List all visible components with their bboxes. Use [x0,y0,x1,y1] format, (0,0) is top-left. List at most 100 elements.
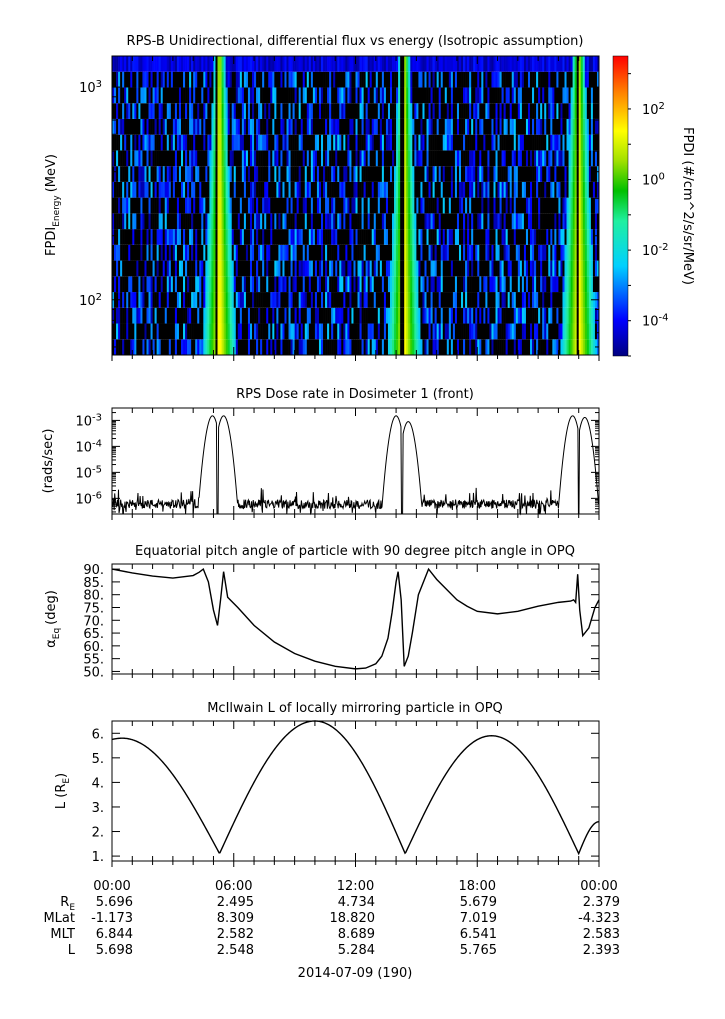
heatmap-cell [254,166,257,182]
heatmap-cell [375,339,379,355]
heatmap-cell [580,229,584,245]
heatmap-cell [148,56,151,72]
heatmap-cell [150,103,153,119]
heatmap-cell [166,244,170,261]
heatmap-cell [564,307,567,324]
heatmap-cell [406,166,409,182]
heatmap-cell [262,181,265,198]
heatmap-cell [126,260,129,277]
heatmap-cell [318,71,322,88]
heatmap-cell [586,213,590,230]
heatmap-cell [312,134,316,151]
heatmap-cell [156,213,159,230]
heatmap-cell [294,118,297,135]
heatmap-cell [178,260,182,277]
heatmap-cell [268,260,271,277]
heatmap-cell [286,134,289,151]
heatmap-cell [592,118,596,135]
heatmap-cell [318,307,322,324]
heatmap-cell [428,213,431,230]
heatmap-cell [205,87,208,104]
heatmap-cell [237,229,241,245]
heatmap-cell [252,276,255,293]
heatmap-cell [347,71,350,88]
heatmap-cell [511,56,515,72]
heatmap-cell [373,197,377,214]
heatmap-cell [400,229,403,245]
heatmap-cell [339,181,342,198]
heatmap-cell [525,134,529,151]
heatmap-cell [138,339,141,355]
heatmap-cell [343,213,346,230]
heatmap-cell [436,276,439,293]
heatmap-cell [383,307,387,324]
heatmap-cell [580,134,584,151]
heatmap-cell [432,71,435,88]
heatmap-cell [219,150,222,167]
heatmap-cell [294,87,297,104]
heatmap-cell [144,323,147,340]
heatmap-cell [383,339,387,355]
y-tick-label: 60. [83,640,104,655]
heatmap-cell [290,229,293,245]
heatmap-cell [288,166,291,182]
heatmap-cell [312,166,316,182]
heatmap-cell [166,87,170,104]
heatmap-cell [467,118,470,135]
heatmap-cell [209,323,212,340]
heatmap-cell [339,87,342,104]
heatmap-cell [491,150,494,167]
heatmap-cell [199,292,202,308]
heatmap-cell [276,56,279,72]
heatmap-cell [337,260,340,277]
heatmap-cell [203,307,206,324]
heatmap-cell [416,292,419,308]
heatmap-cell [582,166,586,182]
heatmap-cell [130,150,133,167]
heatmap-cell [505,181,508,198]
heatmap-cell [217,197,220,214]
heatmap-cell [219,87,222,104]
heatmap-cell [371,213,375,230]
heatmap-cell [371,103,375,119]
heatmap-cell [223,56,226,72]
heatmap-cell [546,292,549,308]
heatmap-cell [513,323,517,340]
heatmap-cell [515,260,519,277]
heatmap-cell [343,244,346,261]
heatmap-cell [465,134,468,151]
heatmap-cell [353,323,356,340]
heatmap-cell [323,292,326,308]
heatmap-cell [347,134,350,151]
heatmap-cell [136,229,139,245]
heatmap-cell [422,71,425,88]
heatmap-cell [331,56,334,72]
heatmap-cell [369,276,373,293]
pitch-angle-series [111,567,600,670]
heatmap-cell [280,150,283,167]
heatmap-cell [519,118,523,135]
heatmap-cell [296,71,299,88]
heatmap-cell [580,339,584,355]
heatmap-cell [249,56,253,72]
heatmap-cell [116,307,119,324]
heatmap-cell [536,276,539,293]
heatmap-cell [582,244,586,261]
heatmap-cell [185,229,188,245]
heatmap-cell [511,103,515,119]
heatmap-cell [172,118,176,135]
heatmap-cell [235,229,239,245]
heatmap-cell [436,323,439,340]
heatmap-cell [519,339,523,355]
heatmap-cell [586,197,590,214]
heatmap-cell [136,56,139,72]
heatmap-cell [440,134,444,151]
heatmap-cell [132,181,135,198]
heatmap-cell [180,244,184,261]
heatmap-cell [564,56,567,72]
heatmap-cell [298,87,302,104]
heatmap-cell [138,244,141,261]
heatmap-cell [304,166,308,182]
heatmap-cell [247,197,251,214]
heatmap-cell [302,134,306,151]
